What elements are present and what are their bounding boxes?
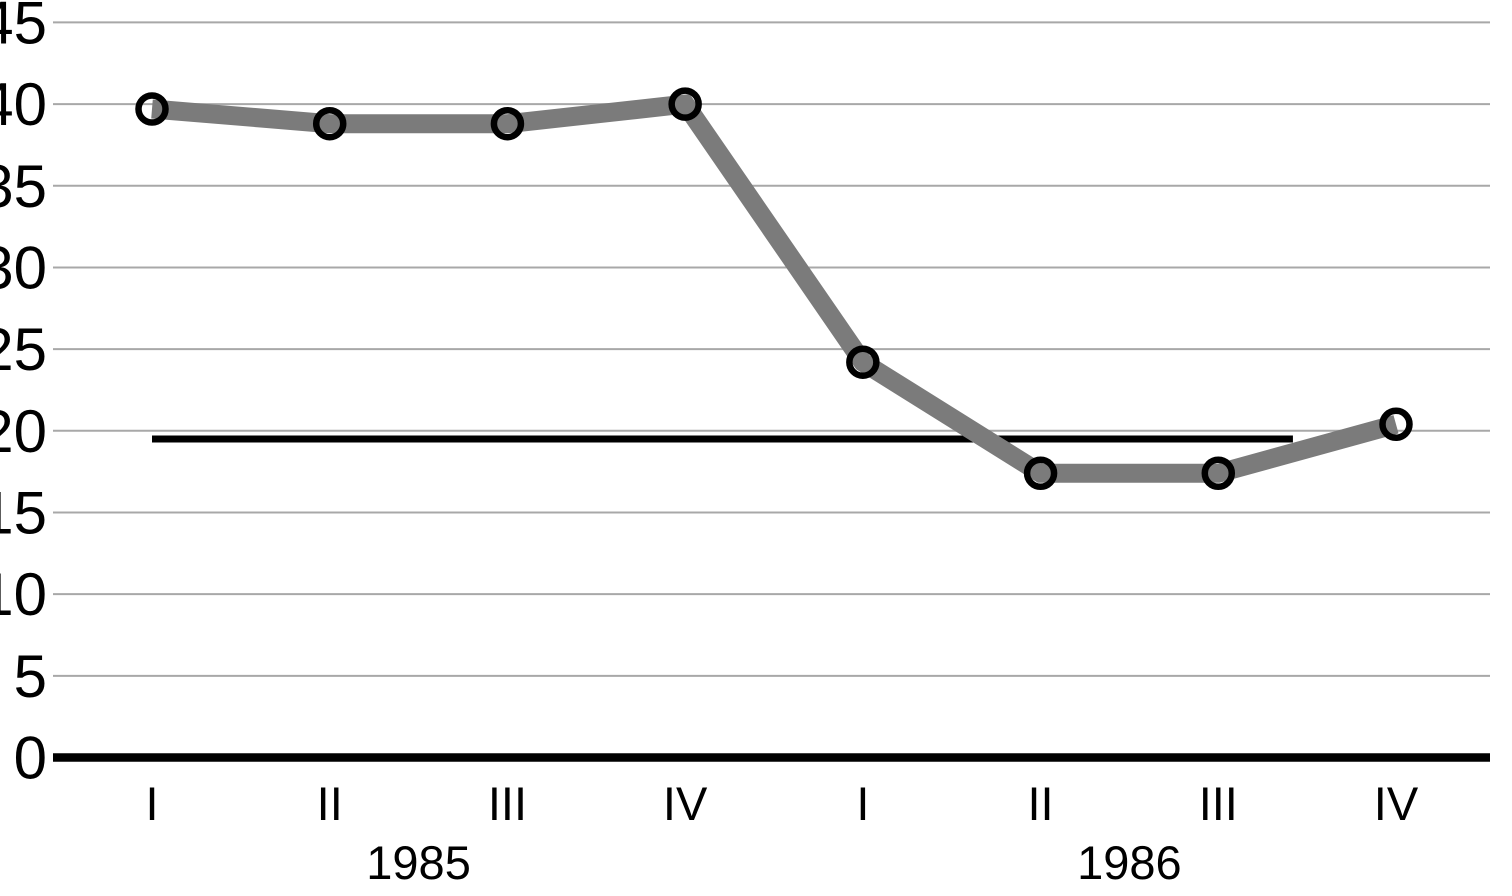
data-point-marker	[1201, 456, 1236, 491]
y-axis-tick-label: 45	[0, 0, 47, 56]
x-axis-quarter-label: III	[488, 777, 527, 830]
x-axis-quarter-label: I	[145, 777, 158, 830]
x-axis-quarter-label: IV	[663, 777, 708, 830]
data-point-marker	[1023, 456, 1058, 491]
y-axis-tick-label: 35	[0, 153, 47, 220]
x-axis-quarter-label: II	[317, 777, 343, 830]
data-point-marker	[668, 87, 702, 121]
x-axis-quarter-label: IV	[1374, 777, 1419, 830]
x-axis-quarter-label: I	[856, 777, 869, 830]
x-axis-year-label: 1985	[366, 836, 471, 889]
y-axis-tick-label: 40	[0, 71, 47, 138]
data-point-marker	[490, 106, 525, 141]
y-axis-tick-label: 5	[14, 643, 47, 710]
data-point-marker	[135, 92, 169, 126]
x-axis-year-label: 1986	[1077, 836, 1182, 889]
data-line	[151, 94, 1399, 483]
x-axis-quarter-label: III	[1199, 777, 1238, 830]
y-axis-tick-label: 25	[0, 316, 47, 383]
y-axis-tick-label: 30	[0, 234, 47, 301]
x-axis-quarter-label: II	[1028, 777, 1054, 830]
y-axis-tick-label: 0	[14, 725, 47, 792]
data-point-marker	[1379, 407, 1413, 442]
y-axis-tick-label: 15	[0, 479, 47, 546]
y-axis-tick-label: 10	[0, 561, 47, 628]
y-axis-tick-label: 20	[0, 398, 47, 465]
data-point-marker	[312, 106, 347, 141]
data-point-marker	[846, 345, 880, 379]
